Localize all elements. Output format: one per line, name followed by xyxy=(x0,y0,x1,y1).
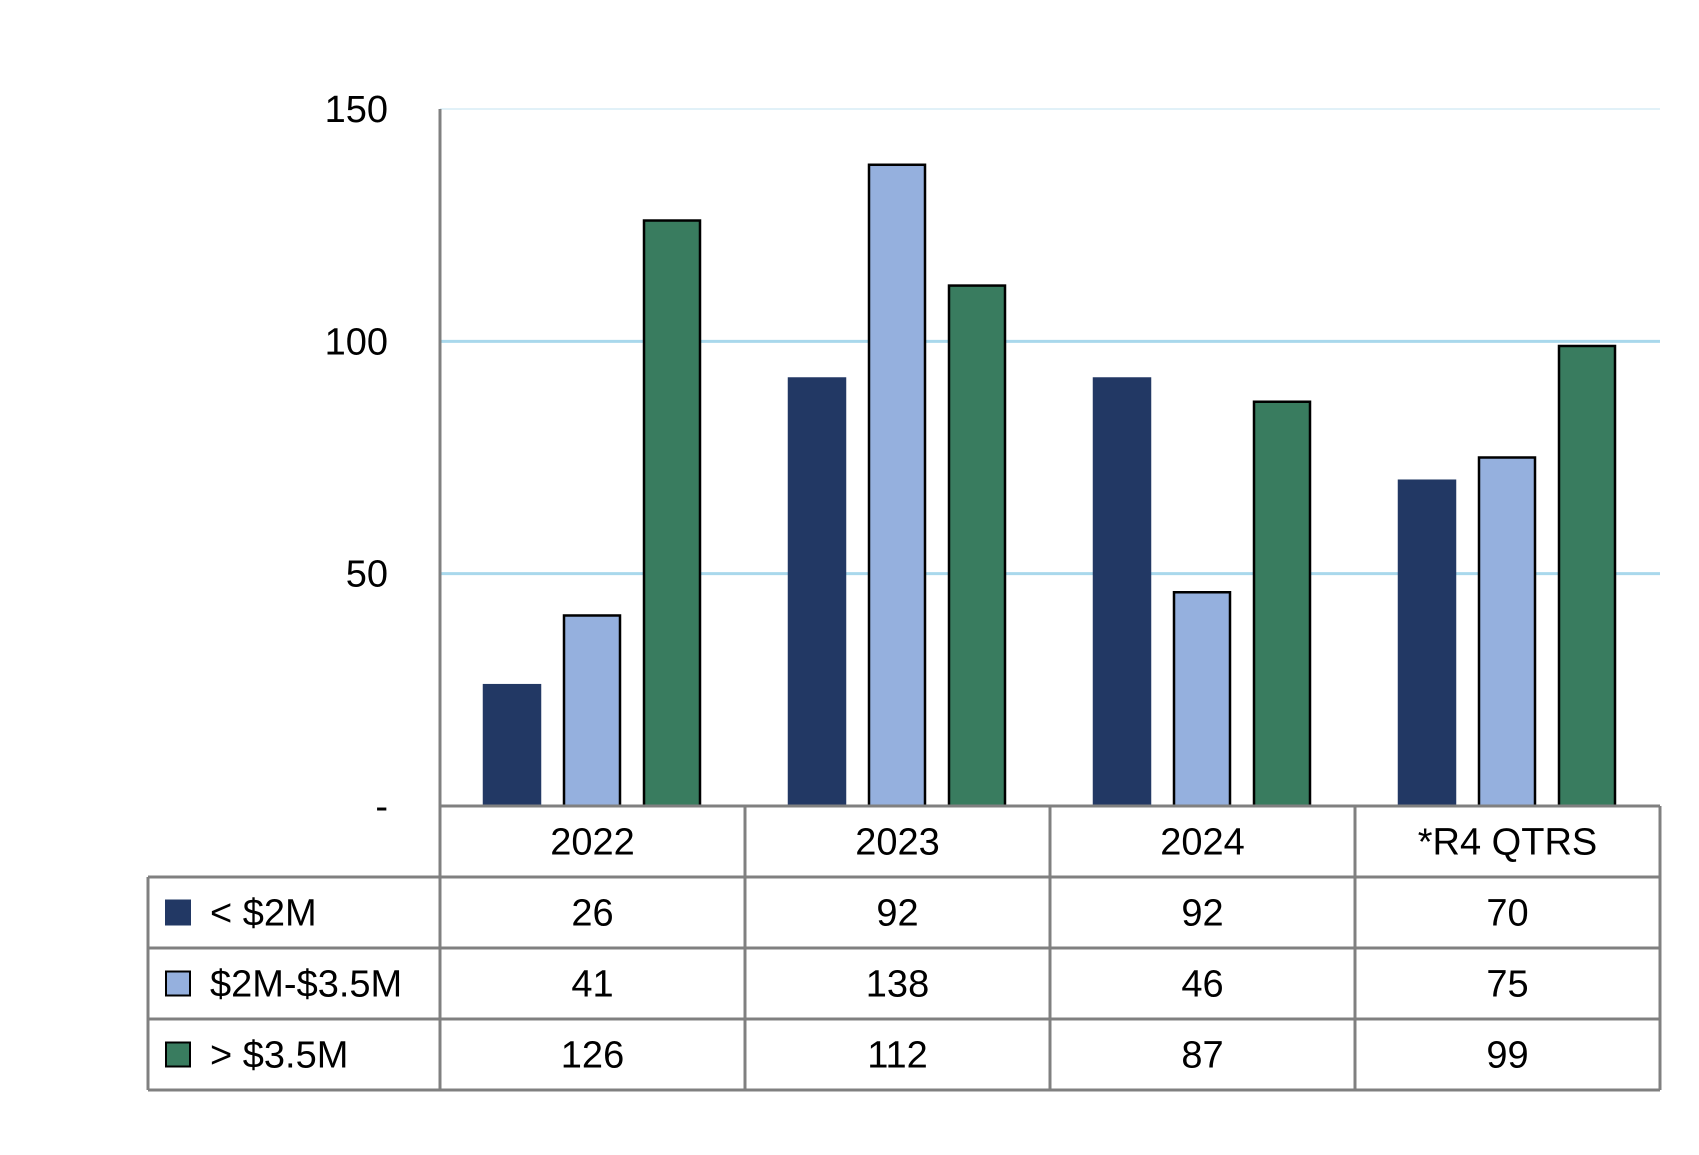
y-tick-label-50: 50 xyxy=(346,554,388,596)
legend-key-series-2 xyxy=(165,970,191,997)
bar--r4-qtrs-series-1 xyxy=(1397,479,1457,808)
data-label-series-2-col-4: 75 xyxy=(1486,964,1528,1006)
legend-label-series-1: < $2M xyxy=(210,893,317,935)
bar-2023-series-1 xyxy=(787,377,847,808)
legend-key-series-1 xyxy=(165,899,191,926)
data-label-series-1-col-1: 26 xyxy=(571,893,613,935)
bar-2024-series-2 xyxy=(1172,591,1232,808)
data-label-series-2-col-3: 46 xyxy=(1181,964,1223,1006)
bar-2022-series-1 xyxy=(482,683,542,808)
legend-key-series-3 xyxy=(165,1041,191,1068)
bar-2024-series-3 xyxy=(1252,400,1312,808)
y-tick-label-150: 150 xyxy=(325,89,388,131)
y-tick-label-0: - xyxy=(375,786,388,828)
y-axis-tick-labels: - 50 100 150 xyxy=(325,89,388,828)
data-label-series-1-col-4: 70 xyxy=(1486,893,1528,935)
bars xyxy=(482,163,1617,808)
category-label-1: 2022 xyxy=(550,822,635,864)
data-label-series-1-col-3: 92 xyxy=(1181,893,1223,935)
data-label-series-3-col-3: 87 xyxy=(1181,1035,1223,1077)
category-label-4: *R4 QTRS xyxy=(1418,822,1597,864)
category-label-3: 2024 xyxy=(1160,822,1245,864)
bar-2023-series-2 xyxy=(867,163,927,808)
data-label-series-2-col-1: 41 xyxy=(571,964,613,1006)
data-label-series-3-col-2: 112 xyxy=(867,1035,928,1077)
gridlines xyxy=(440,108,1660,576)
data-label-series-3-col-4: 99 xyxy=(1486,1035,1528,1077)
bar--r4-qtrs-series-2 xyxy=(1477,456,1537,808)
data-label-series-2-col-2: 138 xyxy=(866,964,929,1006)
data-label-series-3-col-1: 126 xyxy=(561,1035,624,1077)
data-table: 2022 2023 2024 *R4 QTRS < $2M 26 92 92 70 $2M-$3.… xyxy=(146,804,1662,1092)
bar-2024-series-1 xyxy=(1092,377,1152,808)
bar--r4-qtrs-series-3 xyxy=(1557,344,1617,808)
y-tick-label-100: 100 xyxy=(325,321,388,363)
legend-label-series-2: $2M-$3.5M xyxy=(210,964,402,1006)
data-label-series-1-col-2: 92 xyxy=(876,893,918,935)
bar-2022-series-3 xyxy=(642,219,702,808)
category-label-2: 2023 xyxy=(855,822,940,864)
bar-2022-series-2 xyxy=(562,614,622,808)
bar-2023-series-3 xyxy=(947,284,1007,808)
legend-label-series-3: > $3.5M xyxy=(210,1035,348,1077)
